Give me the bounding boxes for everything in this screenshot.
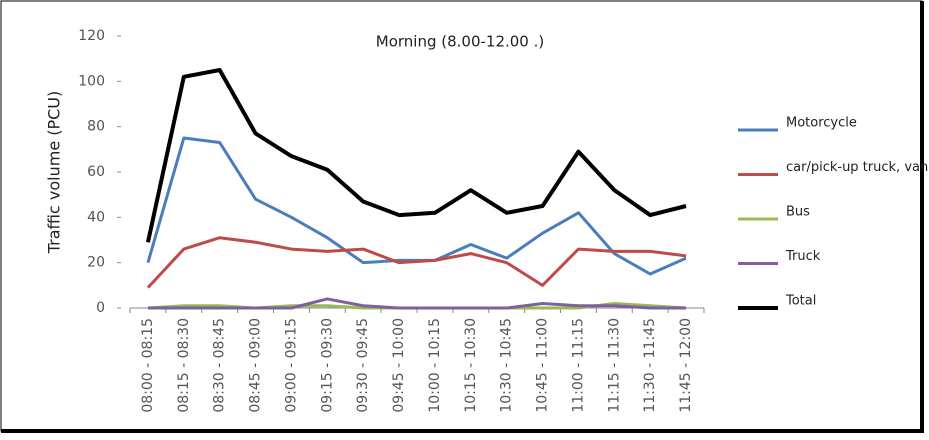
y-tick-label: 0 [96,300,105,316]
x-tick-label: 09:00 - 09:15 [283,318,299,413]
legend-label: Total [785,294,816,309]
x-tick-label: 10:00 - 10:15 [427,318,443,413]
x-tick-label: 10:15 - 10:30 [463,318,479,413]
legend-label: Truck [785,249,821,264]
series-line [145,68,687,243]
legend-label: Motorcycle [786,116,857,131]
series-line [146,236,687,289]
x-tick-label: 08:15 - 08:30 [176,318,192,413]
y-tick-label: 120 [78,28,105,44]
x-tick-label: 11:45 - 12:00 [678,318,694,413]
x-tick-label: 09:15 - 09:30 [319,318,335,413]
x-tick-label: 09:30 - 09:45 [355,318,371,413]
y-tick-label: 40 [87,209,105,225]
x-tick-label: 08:45 - 09:00 [248,318,264,413]
x-tick-label: 11:00 - 11:15 [570,318,586,413]
y-tick-label: 20 [87,255,105,271]
x-tick-label: 08:30 - 08:45 [212,318,228,413]
x-tick-label: 08:00 - 08:15 [140,318,156,413]
chart-title: Morning (8.00-12.00 .) [376,33,545,51]
y-tick-label: 100 [78,73,105,89]
x-tick-label: 10:30 - 10:45 [499,318,515,413]
y-tick-label: 60 [87,164,105,180]
series-line [147,297,687,310]
y-axis-label: Traffic volume (PCU) [45,91,64,255]
x-tick-label: 10:45 - 11:00 [535,318,551,413]
legend-label: car/pick-up truck, van [786,160,928,175]
legend-label: Bus [786,205,810,220]
x-tick-label: 11:15 - 11:30 [606,318,622,413]
y-tick-label: 80 [87,119,105,135]
x-tick-label: 11:30 - 11:45 [642,318,658,413]
x-tick-label: 09:45 - 10:00 [391,318,407,413]
